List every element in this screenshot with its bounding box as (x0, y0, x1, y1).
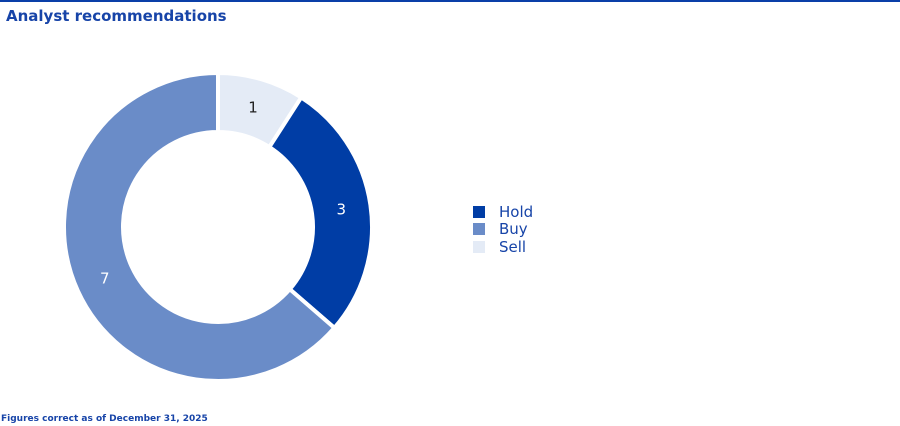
legend-item-sell: Sell (473, 238, 533, 256)
data-label-buy: 7 (100, 270, 110, 288)
legend-item-hold: Hold (473, 203, 533, 221)
legend-swatch (473, 223, 485, 236)
data-label-sell: 1 (248, 99, 258, 117)
slice-hold (266, 94, 374, 331)
legend-swatch (473, 205, 485, 218)
legend-label: Buy (499, 220, 528, 239)
legend-label: Hold (499, 202, 534, 221)
legend-swatch (473, 240, 485, 253)
legend: Hold Buy Sell (473, 203, 533, 256)
legend-item-buy: Buy (473, 220, 533, 239)
legend-label: Sell (499, 237, 527, 256)
footer-note: Figures correct as of December 31, 2025 (1, 414, 208, 424)
data-label-hold: 3 (336, 200, 346, 218)
top-border (0, 0, 900, 2)
chart-title: Analyst recommendations (6, 7, 227, 25)
slice-buy (62, 70, 338, 383)
